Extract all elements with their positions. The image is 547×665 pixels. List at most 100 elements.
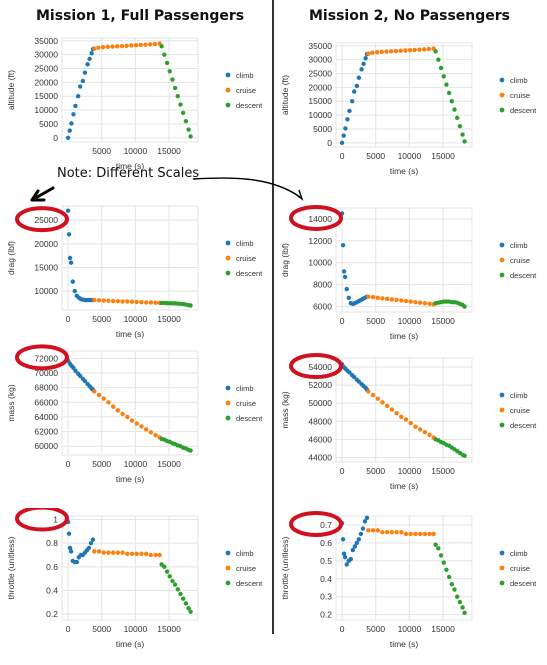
x-axis-label: time (s) bbox=[390, 639, 419, 649]
cruise-point bbox=[92, 549, 97, 554]
x-tick-label: 5000 bbox=[92, 624, 111, 634]
cruise-point bbox=[92, 46, 97, 51]
climb-point bbox=[347, 108, 352, 114]
y-tick-label: 66000 bbox=[34, 397, 58, 407]
descent-point bbox=[441, 74, 446, 79]
cruise-point bbox=[408, 531, 413, 537]
cruise-point bbox=[399, 414, 404, 419]
climb-point bbox=[341, 551, 347, 556]
cruise-point bbox=[129, 418, 135, 423]
descent-point bbox=[436, 57, 441, 62]
x-tick-label: 10000 bbox=[398, 316, 422, 326]
cruise-point bbox=[407, 48, 413, 53]
chart-mission1-altitude: 5000 10000 15000 0 5000 10000 15000 20000 25000 3… bbox=[6, 36, 263, 171]
descent-point bbox=[164, 569, 170, 574]
y-tick-label: 0.3 bbox=[320, 592, 332, 602]
climb-point bbox=[67, 255, 73, 261]
descent-point bbox=[438, 553, 444, 558]
legend-marker-climb bbox=[225, 240, 231, 246]
y-axis-label: drag (lbf) bbox=[280, 243, 290, 277]
x-tick-label: 10000 bbox=[398, 466, 422, 476]
climb-point bbox=[356, 537, 362, 542]
cruise-point bbox=[426, 46, 432, 52]
y-tick-label: 25000 bbox=[34, 215, 58, 225]
legend-label-climb: climb bbox=[236, 239, 254, 248]
descent-point bbox=[449, 581, 455, 587]
descent-point bbox=[180, 110, 186, 116]
y-tick-label: 72000 bbox=[34, 353, 58, 363]
y-tick-label: 10000 bbox=[34, 105, 58, 115]
climb-point bbox=[346, 295, 351, 300]
cruise-point bbox=[366, 389, 371, 394]
cruise-point bbox=[133, 43, 139, 48]
cruise-point bbox=[417, 427, 423, 432]
annotation-ring bbox=[15, 344, 69, 371]
y-tick-label: 10000 bbox=[308, 110, 332, 120]
legend-marker-climb bbox=[499, 550, 505, 556]
y-tick-label: 20000 bbox=[308, 82, 332, 92]
x-tick-label: 10000 bbox=[398, 151, 422, 161]
y-tick-label: 64000 bbox=[34, 412, 58, 422]
legend-label-descent: descent bbox=[236, 414, 263, 423]
climb-point bbox=[354, 83, 360, 89]
legend-label-descent: descent bbox=[510, 421, 537, 430]
descent-point bbox=[454, 594, 460, 599]
cruise-point bbox=[125, 414, 130, 420]
cruise-point bbox=[384, 296, 390, 302]
cruise-point bbox=[389, 297, 395, 302]
descent-point bbox=[188, 134, 193, 139]
legend-marker-descent bbox=[499, 580, 505, 586]
y-tick-label: 70000 bbox=[34, 368, 58, 378]
cruise-point bbox=[153, 552, 158, 558]
descent-point bbox=[188, 303, 193, 308]
descent-point bbox=[457, 124, 463, 129]
x-tick-label: 5000 bbox=[92, 314, 111, 324]
cruise-point bbox=[120, 550, 125, 555]
legend-marker-descent bbox=[225, 102, 231, 108]
cruise-point bbox=[413, 531, 418, 537]
cruise-point bbox=[106, 550, 111, 555]
cruise-point bbox=[129, 43, 134, 48]
y-tick-label: 10000 bbox=[34, 286, 58, 296]
climb-point bbox=[67, 545, 73, 551]
x-tick-label: 0 bbox=[340, 151, 345, 161]
y-tick-label: 14000 bbox=[308, 214, 332, 224]
y-tick-label: 50000 bbox=[308, 398, 332, 408]
descent-point bbox=[449, 99, 455, 104]
legend-marker-climb bbox=[225, 72, 231, 78]
x-tick-label: 15000 bbox=[157, 459, 181, 469]
legend-label-climb: climb bbox=[510, 391, 528, 400]
legend-label-climb: climb bbox=[236, 384, 254, 393]
descent-point bbox=[186, 605, 191, 611]
cruise-point bbox=[375, 295, 380, 300]
cruise-point bbox=[148, 300, 154, 305]
cruise-point bbox=[384, 49, 389, 54]
climb-point bbox=[70, 279, 75, 284]
climb-point bbox=[347, 370, 352, 375]
plot-area bbox=[61, 350, 199, 456]
cruise-point bbox=[105, 44, 110, 50]
cruise-point bbox=[147, 42, 153, 47]
y-tick-label: 15000 bbox=[34, 91, 58, 101]
y-tick-label: 60000 bbox=[34, 441, 58, 451]
x-tick-label: 10000 bbox=[124, 624, 148, 634]
x-tick-label: 0 bbox=[66, 314, 71, 324]
cruise-point bbox=[101, 396, 106, 401]
cruise-point bbox=[110, 550, 116, 555]
cruise-point bbox=[422, 531, 428, 537]
cruise-point bbox=[370, 528, 376, 533]
cruise-point bbox=[134, 421, 139, 426]
cruise-point bbox=[139, 300, 144, 305]
cruise-point bbox=[115, 299, 121, 304]
cruise-point bbox=[115, 44, 120, 49]
climb-point bbox=[342, 274, 348, 280]
cruise-point bbox=[101, 550, 106, 555]
y-tick-label: 52000 bbox=[308, 380, 332, 390]
cruise-point bbox=[96, 549, 102, 554]
descent-point bbox=[462, 304, 467, 309]
y-axis-label: mass (kg) bbox=[6, 384, 16, 421]
cruise-point bbox=[110, 44, 115, 49]
y-tick-label: 54000 bbox=[308, 362, 332, 372]
climb-point bbox=[351, 89, 357, 94]
descent-point bbox=[452, 107, 457, 112]
